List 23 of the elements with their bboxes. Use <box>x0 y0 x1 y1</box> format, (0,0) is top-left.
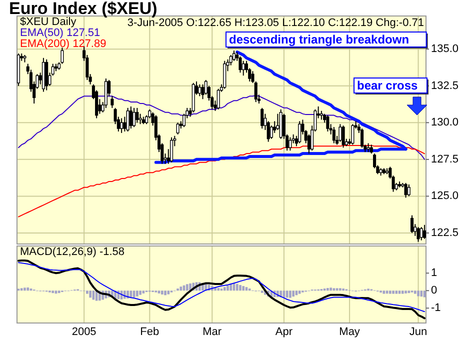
y-tick-label: 132.5 <box>431 80 459 92</box>
x-tick-label: Apr <box>275 326 293 338</box>
x-tick-label: 2005 <box>72 326 96 338</box>
y-tick-label: 125.0 <box>431 190 459 202</box>
y-tick-label: 127.5 <box>431 153 459 166</box>
y-tick-label: 130.0 <box>431 116 459 129</box>
y-tick-label: 135.0 <box>431 43 459 56</box>
text: EMA(200) 127.89 <box>20 38 106 50</box>
annotation: bear cross <box>357 78 418 92</box>
x-tick-label: Mar <box>202 326 222 338</box>
x-tick-label: May <box>339 326 360 338</box>
annotation: 3-Jun-2005 O:122.65 H:123.05 L:122.10 C:122.19 Chg:-0.71 <box>127 17 424 29</box>
x-tick-label: Feb <box>140 326 160 338</box>
annotation: descending triangle breakdown <box>229 32 410 46</box>
x-tick-label: Jun <box>409 326 428 338</box>
text: EMA(50) 127.51 <box>20 27 100 39</box>
y-tick-label: 122.5 <box>431 226 459 239</box>
y-tick-label: 1 <box>431 267 438 280</box>
chart-subtitle: $XEU Daily <box>20 16 77 28</box>
y-tick-label: 0 <box>431 284 438 297</box>
series-label: MACD(12,26,9) -1.58 <box>20 246 125 258</box>
chart-title: Euro Index ($XEU) <box>9 0 158 18</box>
y-tick-label: -1 <box>431 302 441 314</box>
